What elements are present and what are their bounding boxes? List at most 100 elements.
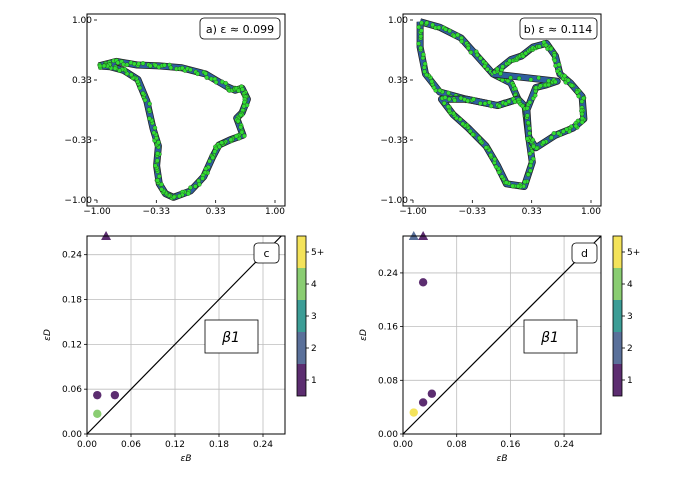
colorbar-tick-label: 2 [311, 344, 317, 354]
panel-b-label-box: b) ε ≈ 0.114 [519, 17, 598, 40]
sample-point [422, 61, 428, 67]
sample-point [422, 69, 427, 74]
sample-point [468, 50, 474, 55]
sample-point [421, 52, 426, 57]
sample-point [493, 164, 499, 170]
sample-point [556, 62, 562, 67]
x-tick-label: −0.33 [459, 207, 487, 217]
sample-point [483, 145, 489, 150]
sample-point [503, 101, 509, 107]
sample-point [155, 178, 160, 183]
sample-point [564, 127, 569, 132]
sample-point [200, 176, 205, 181]
sample-point [445, 104, 451, 110]
sample-point [576, 93, 581, 99]
panel-c-xlabel: εB [180, 454, 191, 464]
sample-point [579, 111, 585, 117]
colorbar-segment [297, 236, 306, 268]
sample-point [460, 121, 466, 127]
x-tick-label: 1.00 [265, 207, 285, 217]
sample-point [579, 116, 585, 121]
sample-point [207, 158, 212, 164]
sample-point [140, 91, 146, 96]
y-tick-label: 0.24 [62, 251, 82, 261]
sample-point [497, 103, 502, 109]
sample-point [436, 25, 442, 30]
sample-point [506, 99, 512, 104]
sample-point [499, 174, 505, 179]
sample-point [528, 168, 533, 173]
x-tick-label: −0.33 [143, 207, 171, 217]
x-tick-label: 0.08 [447, 440, 467, 450]
sample-point [579, 119, 585, 125]
sample-point [443, 27, 448, 32]
persistence-point [409, 408, 418, 417]
panel-d-ticks: 0.00 0.08 0.16 0.24 0.00 0.08 0.16 0.24 [378, 269, 574, 450]
panel-a-frame [86, 13, 286, 207]
sample-point [465, 98, 471, 104]
sample-point [458, 95, 464, 101]
y-tick-label: −1.00 [64, 196, 92, 206]
sample-point [156, 140, 161, 145]
persistence-point [93, 409, 102, 419]
sample-point [531, 144, 536, 149]
sample-point [561, 129, 566, 134]
sample-point [147, 101, 152, 107]
sample-point [168, 65, 174, 71]
panel-d-points [408, 231, 437, 417]
sample-point [447, 96, 452, 102]
sample-point [185, 191, 191, 196]
colorbar-frame [612, 235, 623, 397]
sample-point [478, 101, 483, 106]
sample-point [416, 24, 422, 30]
sample-point [203, 71, 208, 76]
sample-point [520, 53, 526, 59]
sample-point [152, 125, 158, 131]
sample-point [556, 131, 561, 136]
sample-point [527, 131, 532, 136]
sample-point [552, 53, 557, 58]
sample-point [504, 180, 509, 185]
y-tick-label: 0.00 [378, 430, 398, 440]
y-tick-label: 0.24 [378, 269, 398, 279]
y-tick-label: 0.06 [62, 385, 82, 395]
sample-point [510, 183, 515, 189]
panel-a-ticks: −1.00−1.00 −0.33 −0.33 0.33 0.33 1.00 1.00 [64, 16, 285, 217]
panel-d-xlabel: εB [496, 454, 507, 464]
sample-point [455, 32, 460, 38]
panel-a-complex [97, 57, 251, 201]
sample-point [203, 166, 209, 172]
sample-point [137, 85, 143, 91]
sample-point [112, 66, 118, 71]
sample-point [437, 88, 443, 93]
sample-point [512, 86, 518, 91]
sample-point [151, 130, 157, 136]
sample-point [140, 61, 146, 66]
colorbar-segment [613, 236, 622, 268]
panel-d: 0.00 0.08 0.16 0.24 0.00 0.08 0.16 0.24 d β1 εB… [359, 231, 640, 464]
sample-point [524, 105, 530, 111]
sample-point [177, 193, 182, 199]
sample-point [97, 63, 103, 69]
colorbar-tick-label: 1 [311, 376, 317, 386]
sample-point [528, 77, 534, 82]
x-tick-label: 1.00 [581, 207, 601, 217]
colorbar-tick-label: 1 [627, 376, 633, 386]
sample-point [482, 101, 488, 106]
x-tick-label: 0.00 [77, 440, 97, 450]
panel-b-ticks: −1.00−1.00 −0.33 −0.33 0.33 0.33 1.00 1.00 [380, 16, 601, 217]
sample-point [528, 159, 534, 165]
sample-point [522, 179, 528, 185]
sample-point [562, 73, 567, 79]
sample-point [485, 66, 490, 72]
sample-point [128, 72, 134, 77]
sample-point [525, 113, 530, 118]
colorbar-tick-label: 4 [627, 280, 633, 290]
sample-point [478, 55, 483, 61]
sample-point [546, 78, 551, 84]
panel-a-label: a) ε ≈ 0.099 [206, 23, 274, 36]
y-tick-label: 0.16 [378, 323, 398, 333]
sample-point [430, 22, 435, 28]
panel-b: −1.00−1.00 −0.33 −0.33 0.33 0.33 1.00 1.00 b) … [380, 13, 602, 217]
